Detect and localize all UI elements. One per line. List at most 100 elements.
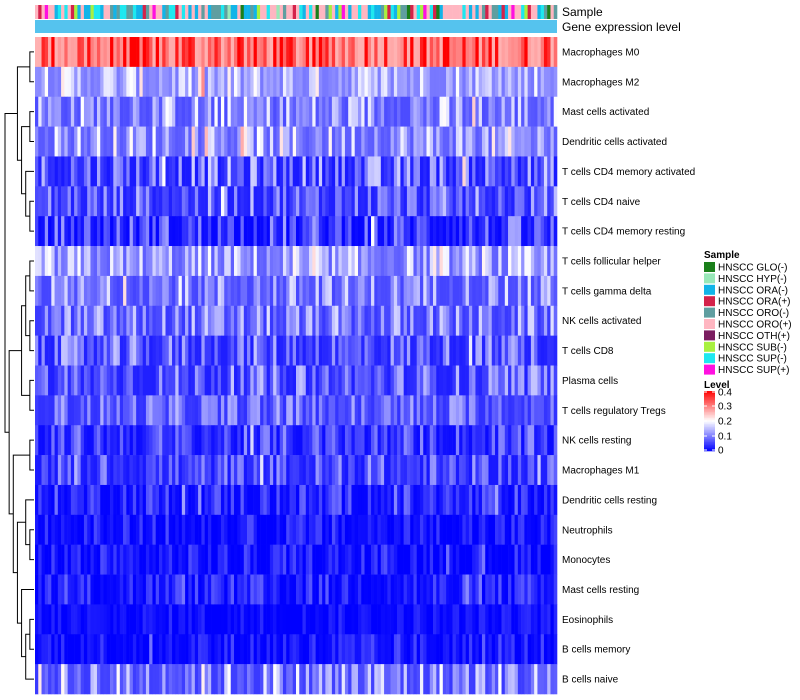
heatmap-cell	[74, 156, 78, 187]
heatmap-cell	[393, 544, 398, 575]
heatmap-cell	[491, 514, 496, 545]
heatmap-cell	[429, 664, 434, 695]
heatmap-cell	[403, 514, 408, 545]
heatmap-cell	[194, 365, 199, 396]
heatmap-cell	[429, 305, 434, 336]
heatmap-cell	[74, 335, 78, 366]
heatmap-cell	[207, 186, 212, 217]
heatmap-cell	[478, 484, 483, 516]
heatmap-cell	[61, 365, 65, 396]
heatmap-cell	[273, 335, 277, 366]
sample-annotation-cell	[439, 5, 444, 19]
heatmap-cell	[481, 216, 486, 247]
heatmap-cell	[367, 365, 372, 396]
heatmap-cell	[508, 37, 512, 68]
heatmap-cell	[354, 395, 359, 426]
heatmap-cell	[168, 664, 173, 695]
heatmap-cell	[400, 604, 404, 635]
heatmap-cell	[119, 365, 124, 396]
heatmap-cell	[227, 305, 232, 336]
heatmap-cell	[322, 96, 326, 127]
heatmap-cell	[90, 395, 95, 426]
heatmap-cell	[384, 395, 388, 426]
heatmap-cell	[446, 664, 450, 695]
dendrogram-branch	[25, 170, 34, 217]
level-gradient-step	[704, 394, 715, 396]
heatmap-cell	[194, 216, 199, 247]
heatmap-cell	[269, 335, 274, 366]
heatmap-cell	[302, 634, 307, 665]
heatmap-cell	[481, 484, 486, 516]
heatmap-cell	[501, 275, 506, 307]
heatmap-cell	[80, 96, 85, 127]
heatmap-cell	[126, 544, 130, 575]
heatmap-cell	[44, 425, 49, 456]
heatmap-cell	[162, 425, 166, 456]
sample-annotation-cell	[498, 5, 502, 19]
heatmap-cell	[429, 216, 434, 247]
sample-annotation-cell	[397, 5, 401, 19]
heatmap-cell	[348, 246, 352, 277]
heatmap-cell	[158, 634, 163, 665]
heatmap-cell	[54, 96, 59, 127]
heatmap-cell	[322, 664, 326, 695]
heatmap-cell	[521, 365, 525, 396]
heatmap-cell	[96, 126, 101, 157]
heatmap-cell	[80, 604, 85, 635]
sample-legend-item: HNSCC HYP(-)	[718, 274, 787, 285]
sample-annotation-cell	[237, 5, 241, 19]
heatmap-cell	[305, 66, 310, 98]
heatmap-cell	[393, 395, 398, 426]
heatmap-cell	[348, 604, 352, 635]
sample-annotation-cell	[77, 5, 81, 19]
heatmap-cell	[119, 484, 124, 516]
sample-legend-item: HNSCC SUB(-)	[718, 342, 787, 353]
heatmap-cell	[309, 514, 313, 545]
heatmap-cell	[390, 156, 395, 187]
heatmap-cell	[455, 246, 460, 277]
heatmap-cell	[289, 126, 294, 157]
heatmap-cell	[442, 425, 447, 456]
heatmap-cell	[234, 216, 238, 247]
heatmap-cell	[495, 156, 499, 187]
heatmap-cell	[524, 246, 528, 277]
heatmap-cell	[230, 425, 235, 456]
heatmap-cell	[534, 514, 538, 545]
heatmap-cell	[501, 335, 506, 366]
heatmap-cell	[475, 305, 479, 336]
heatmap-cell	[491, 604, 496, 635]
heatmap-cell	[234, 37, 238, 68]
heatmap-cell	[237, 275, 241, 307]
heatmap-cell	[371, 664, 375, 695]
heatmap-cell	[449, 335, 453, 366]
dendrogram-branch	[29, 260, 34, 292]
heatmap-cell	[299, 664, 303, 695]
heatmap-cell	[273, 126, 277, 157]
heatmap-cell	[540, 216, 545, 247]
heatmap-cell	[498, 365, 502, 396]
heatmap-cell	[328, 156, 333, 187]
heatmap-cell	[204, 544, 209, 575]
heatmap-cell	[354, 126, 359, 157]
heatmap-cell	[198, 634, 202, 665]
heatmap-cell	[364, 305, 369, 336]
heatmap-cell	[449, 544, 453, 575]
heatmap-cell	[475, 156, 479, 187]
heatmap-cell	[426, 544, 431, 575]
heatmap-cell	[508, 246, 512, 277]
heatmap-cell	[100, 186, 104, 217]
heatmap-cell	[312, 37, 316, 68]
heatmap-cell	[57, 544, 62, 575]
heatmap-cell	[198, 37, 202, 68]
heatmap-cell	[508, 335, 512, 366]
heatmap-cell	[312, 96, 316, 127]
heatmap-cell	[243, 246, 248, 277]
heatmap-cell	[207, 216, 212, 247]
heatmap-cell	[465, 365, 470, 396]
heatmap-cell	[344, 156, 349, 187]
heatmap-cell	[93, 395, 98, 426]
heatmap-cell	[384, 156, 388, 187]
sample-annotation-cell	[227, 5, 232, 19]
heatmap-cell	[348, 186, 352, 217]
heatmap-cell	[54, 664, 59, 695]
